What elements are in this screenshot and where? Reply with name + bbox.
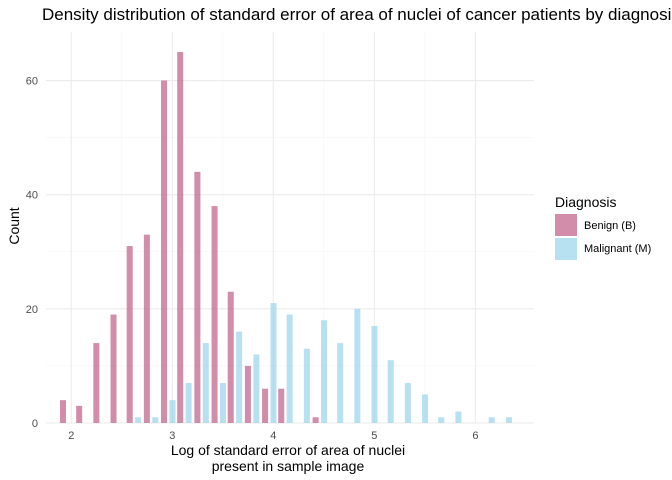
bar-malignant bbox=[337, 343, 344, 423]
legend-label-malignant: Malignant (M) bbox=[584, 243, 651, 255]
bar-benign bbox=[161, 80, 168, 423]
bar-malignant bbox=[404, 383, 411, 423]
bar-malignant bbox=[438, 417, 445, 423]
bar-benign bbox=[211, 206, 218, 423]
x-axis-title-line-1: Log of standard error of area of nuclei bbox=[171, 442, 405, 458]
y-tick-label: 0 bbox=[32, 418, 38, 430]
bar-malignant bbox=[135, 417, 142, 423]
bar-benign bbox=[93, 343, 100, 423]
x-tick-label: 4 bbox=[270, 430, 276, 442]
bar-malignant bbox=[321, 320, 328, 423]
bar-malignant bbox=[152, 417, 159, 423]
bar-malignant bbox=[202, 343, 209, 423]
legend-title: Diagnosis bbox=[555, 194, 616, 210]
bar-malignant bbox=[236, 331, 243, 423]
y-tick-label: 20 bbox=[26, 304, 38, 316]
x-axis-title-line-2: present in sample image bbox=[212, 458, 365, 474]
x-tick-label: 2 bbox=[68, 430, 74, 442]
bar-benign bbox=[262, 388, 269, 423]
bar-benign bbox=[110, 314, 117, 423]
bar-benign bbox=[194, 171, 201, 423]
y-axis-ticks: 0 20 40 60 bbox=[26, 76, 38, 430]
bar-malignant bbox=[371, 325, 378, 423]
bar-malignant bbox=[387, 360, 394, 423]
legend: Diagnosis Benign (B) Malignant (M) bbox=[555, 194, 651, 260]
x-tick-label: 5 bbox=[371, 430, 377, 442]
x-axis-ticks: 2 3 4 5 6 bbox=[68, 430, 478, 442]
y-tick-label: 40 bbox=[26, 190, 38, 202]
bar-benign bbox=[278, 388, 285, 423]
bar-malignant bbox=[253, 354, 260, 423]
legend-key-malignant bbox=[555, 238, 577, 260]
bar-malignant bbox=[455, 411, 462, 423]
bar-malignant bbox=[354, 308, 361, 423]
bar-benign bbox=[312, 417, 319, 423]
bar-malignant bbox=[270, 303, 277, 423]
bar-benign bbox=[244, 365, 251, 423]
bars bbox=[59, 51, 512, 424]
bar-benign bbox=[227, 291, 234, 423]
bar-malignant bbox=[185, 383, 192, 423]
bar-benign bbox=[126, 246, 133, 423]
bar-malignant bbox=[286, 314, 293, 423]
y-tick-label: 60 bbox=[26, 76, 38, 88]
bar-malignant bbox=[505, 417, 512, 423]
bar-malignant bbox=[303, 348, 310, 423]
chart-title: Density distribution of standard error o… bbox=[42, 5, 672, 24]
legend-label-benign: Benign (B) bbox=[584, 220, 636, 232]
bar-malignant bbox=[422, 394, 429, 423]
x-tick-label: 6 bbox=[472, 430, 478, 442]
x-tick-label: 3 bbox=[169, 430, 175, 442]
legend-key-benign bbox=[555, 214, 577, 236]
bar-benign bbox=[177, 51, 184, 424]
bar-benign bbox=[143, 234, 150, 423]
bar-malignant bbox=[169, 400, 176, 423]
bar-malignant bbox=[219, 383, 226, 423]
bar-benign bbox=[76, 405, 83, 423]
bar-benign bbox=[59, 400, 67, 423]
y-axis-title: Count bbox=[6, 207, 22, 244]
bar-malignant bbox=[488, 417, 495, 423]
